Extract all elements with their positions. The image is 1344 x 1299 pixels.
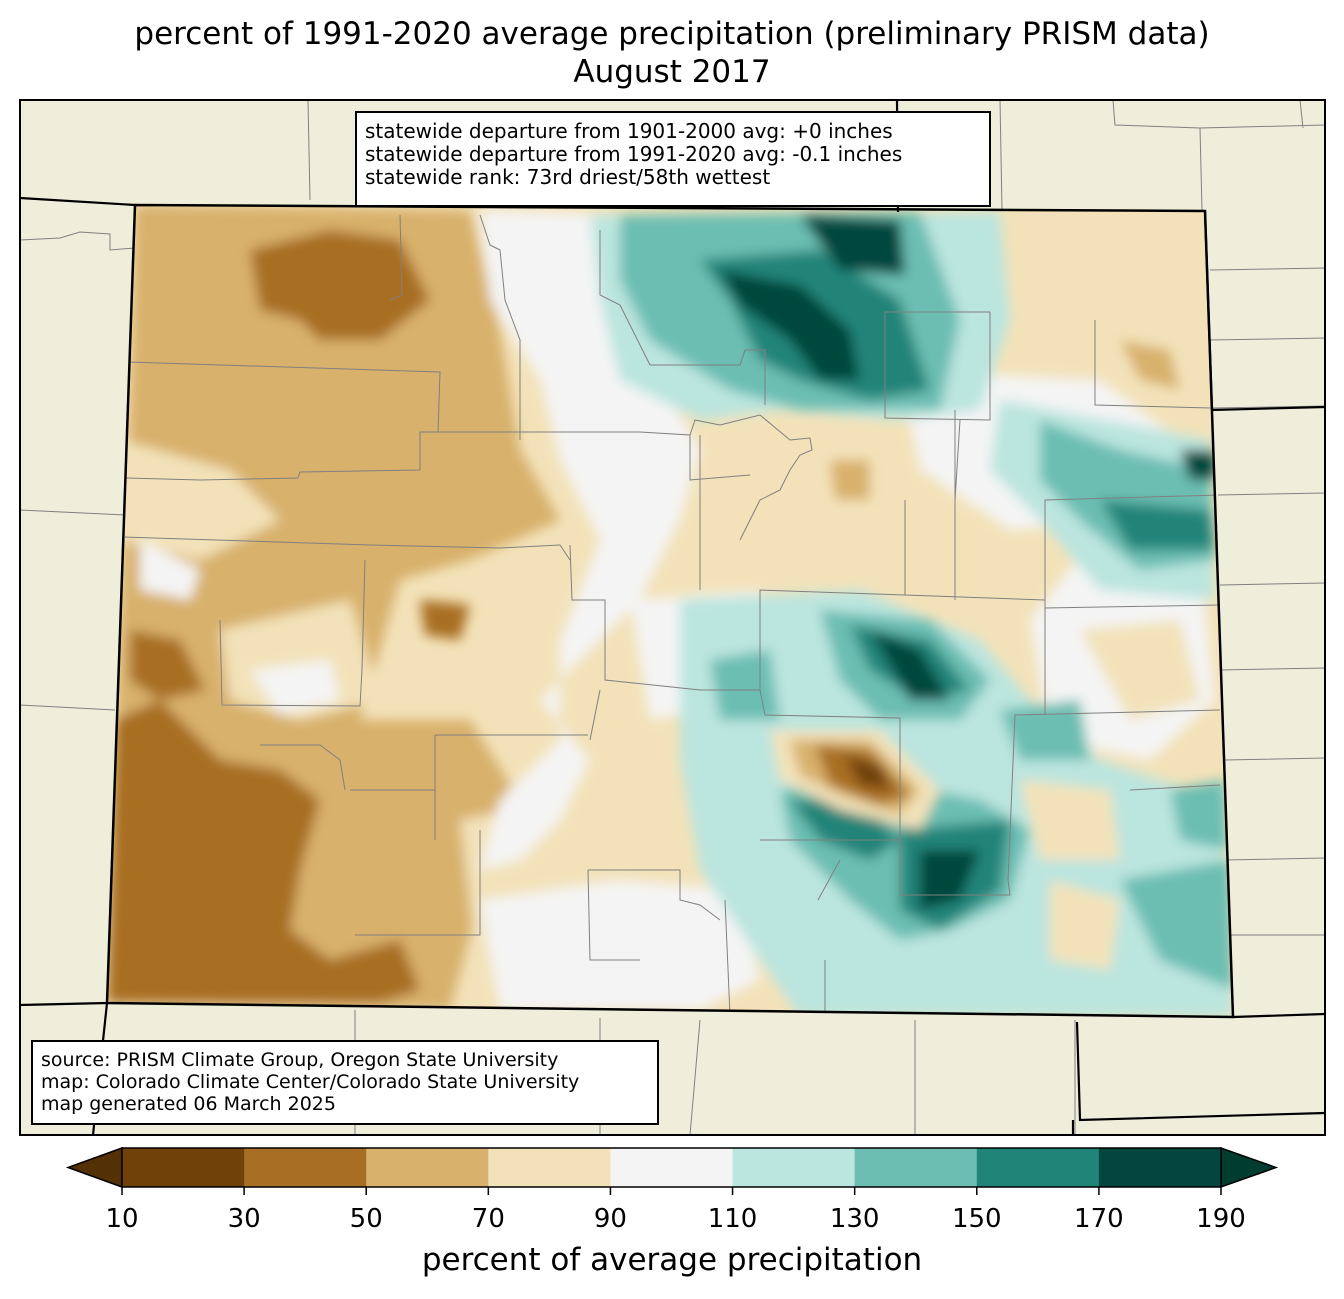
colorbar-label: percent of average precipitation bbox=[421, 1242, 923, 1278]
colorbar-outline bbox=[121, 1147, 1222, 1188]
colorbar-bin bbox=[122, 1148, 245, 1187]
colorbar bbox=[65, 1146, 1279, 1189]
colorado-precip-field bbox=[107, 205, 1233, 1017]
colorbar-bin bbox=[1098, 1148, 1222, 1187]
colorbar-tick-label: 110 bbox=[707, 1204, 758, 1234]
colorbar-bin bbox=[854, 1148, 978, 1187]
source-info-box: source: PRISM Climate Group, Oregon Stat… bbox=[31, 1040, 659, 1125]
colorbar-tick-label: 90 bbox=[593, 1204, 627, 1234]
stats-departure-1991-2020: statewide departure from 1991-2020 avg: … bbox=[365, 142, 903, 166]
colorbar-tick-label: 30 bbox=[227, 1204, 261, 1234]
colorbar-under-arrow bbox=[65, 1146, 123, 1189]
colorbar-bin bbox=[610, 1148, 734, 1187]
stats-rank: statewide rank: 73rd driest/58th wettest bbox=[365, 165, 771, 189]
colorbar-bin bbox=[366, 1148, 489, 1187]
source-line: source: PRISM Climate Group, Oregon Stat… bbox=[41, 1049, 559, 1071]
colorbar-tick-label: 10 bbox=[105, 1204, 139, 1234]
colorbar-tick-label: 190 bbox=[1196, 1204, 1246, 1234]
colorbar-tick-label: 70 bbox=[471, 1204, 505, 1234]
colorado-county-lines bbox=[124, 214, 1221, 1016]
colorbar-bin bbox=[244, 1148, 367, 1187]
statewide-stats-box: statewide departure from 1901-2000 avg: … bbox=[355, 111, 991, 207]
colorbar-tick-label: 150 bbox=[951, 1204, 1002, 1234]
colorbar-bin bbox=[976, 1148, 1100, 1187]
map-title: percent of 1991-2020 average precipitati… bbox=[134, 16, 1210, 52]
map-subtitle-date: August 2017 bbox=[573, 54, 771, 90]
colorbar-tick-label: 50 bbox=[349, 1204, 383, 1234]
colorbar-bin bbox=[488, 1148, 611, 1187]
colorbar-tick-label: 130 bbox=[829, 1204, 880, 1234]
generated-date-line: map generated 06 March 2025 bbox=[41, 1093, 336, 1115]
colorbar-over-arrow bbox=[1220, 1146, 1279, 1189]
colorbar-bin bbox=[732, 1148, 856, 1187]
stats-departure-1901-2000: statewide departure from 1901-2000 avg: … bbox=[365, 119, 893, 143]
map-credit-line: map: Colorado Climate Center/Colorado St… bbox=[41, 1071, 580, 1093]
map-frame-border bbox=[19, 99, 1326, 1136]
colorbar-tick-label: 170 bbox=[1074, 1204, 1124, 1234]
